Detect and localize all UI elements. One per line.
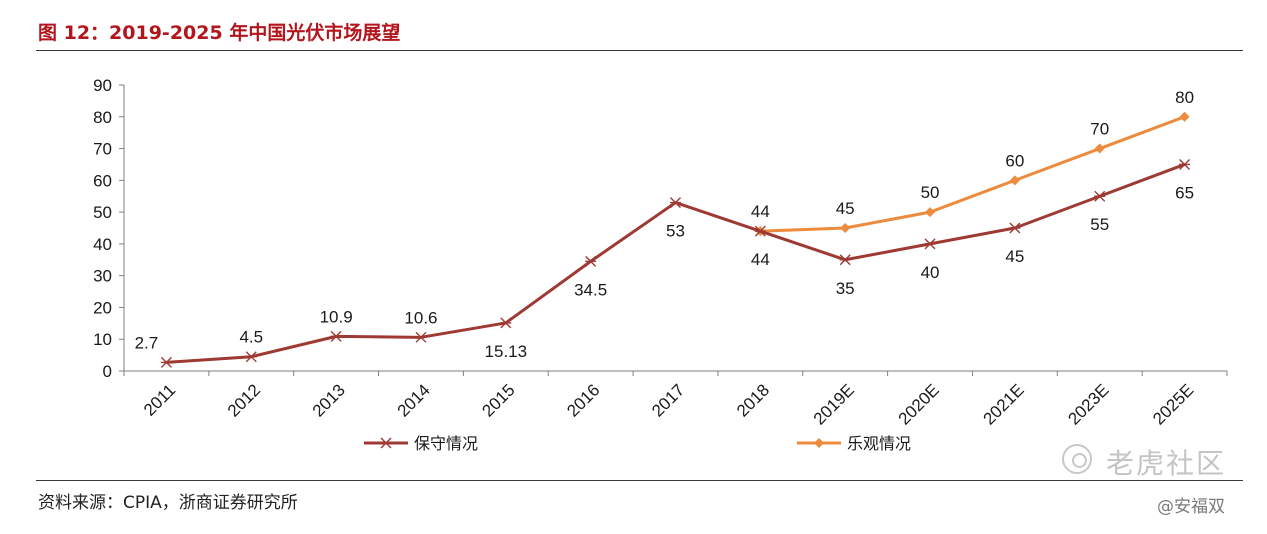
data-label: 44 bbox=[751, 250, 770, 269]
data-point-asterisk bbox=[1179, 158, 1191, 170]
y-tick-label: 80 bbox=[93, 108, 112, 127]
x-tick-label: 2012 bbox=[224, 380, 264, 420]
data-label: 15.13 bbox=[485, 342, 528, 361]
data-point-asterisk bbox=[160, 356, 172, 368]
y-tick-label: 90 bbox=[93, 76, 112, 95]
data-point-asterisk bbox=[924, 238, 936, 250]
data-label: 50 bbox=[921, 183, 940, 202]
data-label: 45 bbox=[836, 199, 855, 218]
data-label: 45 bbox=[1005, 247, 1024, 266]
chart-legend: 保守情况 乐观情况 bbox=[364, 434, 911, 453]
x-tick-label: 2023E bbox=[1064, 380, 1112, 428]
data-label: 10.6 bbox=[404, 308, 437, 327]
data-label: 65 bbox=[1175, 183, 1194, 202]
chart-series bbox=[160, 111, 1191, 368]
data-label: 4.5 bbox=[239, 328, 263, 347]
data-label: 53 bbox=[666, 222, 685, 241]
y-tick-label: 0 bbox=[103, 362, 112, 381]
data-point-diamond bbox=[814, 438, 824, 448]
y-tick-label: 30 bbox=[93, 267, 112, 286]
y-tick-label: 70 bbox=[93, 140, 112, 159]
watermark-text: 老虎社区 bbox=[1106, 447, 1227, 480]
chart-data-labels: 2.7 4.5 10.9 10.6 15.13 34.5 53 44 35 40 45 55 65 44 4… bbox=[135, 88, 1194, 361]
y-tick-label: 50 bbox=[93, 203, 112, 222]
data-label: 55 bbox=[1090, 215, 1109, 234]
author-handle: @安福双 bbox=[1157, 497, 1225, 517]
x-tick-label: 2013 bbox=[309, 380, 349, 420]
data-point-asterisk bbox=[670, 197, 681, 209]
data-label: 60 bbox=[1005, 151, 1024, 170]
x-tick-label: 2019E bbox=[810, 380, 858, 428]
data-label: 70 bbox=[1090, 120, 1109, 139]
x-tick-label: 2020E bbox=[895, 380, 943, 428]
data-point-asterisk bbox=[754, 225, 766, 237]
x-tick-label: 2015 bbox=[478, 380, 518, 420]
data-label: 44 bbox=[751, 202, 770, 221]
x-tick-label: 2017 bbox=[648, 380, 688, 420]
line-chart: 0 10 20 30 40 50 60 70 80 90 2011 2012 2013 2014 2015 2… bbox=[93, 76, 1228, 453]
data-label: 10.9 bbox=[320, 307, 353, 326]
data-label: 2.7 bbox=[135, 333, 159, 352]
figure-title: 图 12：2019-2025 年中国光伏市场展望 bbox=[38, 22, 401, 44]
data-point-asterisk bbox=[839, 254, 851, 266]
x-tick-label: 2014 bbox=[394, 380, 434, 420]
y-tick-label: 40 bbox=[93, 235, 112, 254]
data-point-asterisk bbox=[415, 331, 427, 343]
data-label: 40 bbox=[921, 263, 940, 282]
x-tick-label: 2021E bbox=[980, 380, 1028, 428]
footer-rule bbox=[36, 480, 1243, 481]
data-point-asterisk bbox=[245, 351, 257, 363]
data-point-asterisk bbox=[585, 255, 597, 267]
data-point-asterisk bbox=[380, 437, 392, 449]
legend-label: 乐观情况 bbox=[847, 434, 911, 453]
x-tick-label: 2011 bbox=[140, 380, 179, 419]
legend-label: 保守情况 bbox=[414, 434, 478, 453]
series-line-conservative bbox=[166, 163, 1186, 364]
source-note: 资料来源：CPIA，浙商证券研究所 bbox=[38, 493, 298, 513]
data-point-asterisk bbox=[1009, 222, 1021, 234]
data-point-diamond bbox=[1179, 111, 1190, 122]
data-point-diamond bbox=[1094, 143, 1105, 154]
y-tick-label: 20 bbox=[93, 298, 112, 317]
data-point-diamond bbox=[1009, 175, 1020, 186]
tiger-community-logo-icon bbox=[1062, 444, 1092, 474]
watermark: 老虎社区 bbox=[1062, 444, 1252, 480]
chart-axes: 0 10 20 30 40 50 60 70 80 90 2011 2012 2013 2014 2015 2… bbox=[93, 76, 1228, 429]
x-tick-label: 2025E bbox=[1149, 380, 1197, 428]
data-label: 80 bbox=[1175, 88, 1194, 107]
data-point-asterisk bbox=[500, 317, 512, 329]
y-tick-label: 10 bbox=[93, 330, 112, 349]
legend-item-conservative: 保守情况 bbox=[364, 434, 478, 453]
title-rule bbox=[36, 50, 1243, 51]
data-label: 35 bbox=[836, 279, 855, 298]
y-tick-label: 60 bbox=[93, 171, 112, 190]
data-point-asterisk bbox=[1094, 190, 1106, 202]
data-point-diamond bbox=[925, 207, 936, 218]
legend-item-optimistic: 乐观情况 bbox=[797, 434, 911, 453]
series-line-optimistic bbox=[760, 115, 1186, 233]
data-label: 34.5 bbox=[574, 280, 607, 299]
x-tick-label: 2016 bbox=[563, 380, 603, 420]
data-point-asterisk bbox=[330, 330, 342, 342]
data-point-diamond bbox=[840, 223, 851, 233]
x-tick-label: 2018 bbox=[733, 380, 773, 420]
